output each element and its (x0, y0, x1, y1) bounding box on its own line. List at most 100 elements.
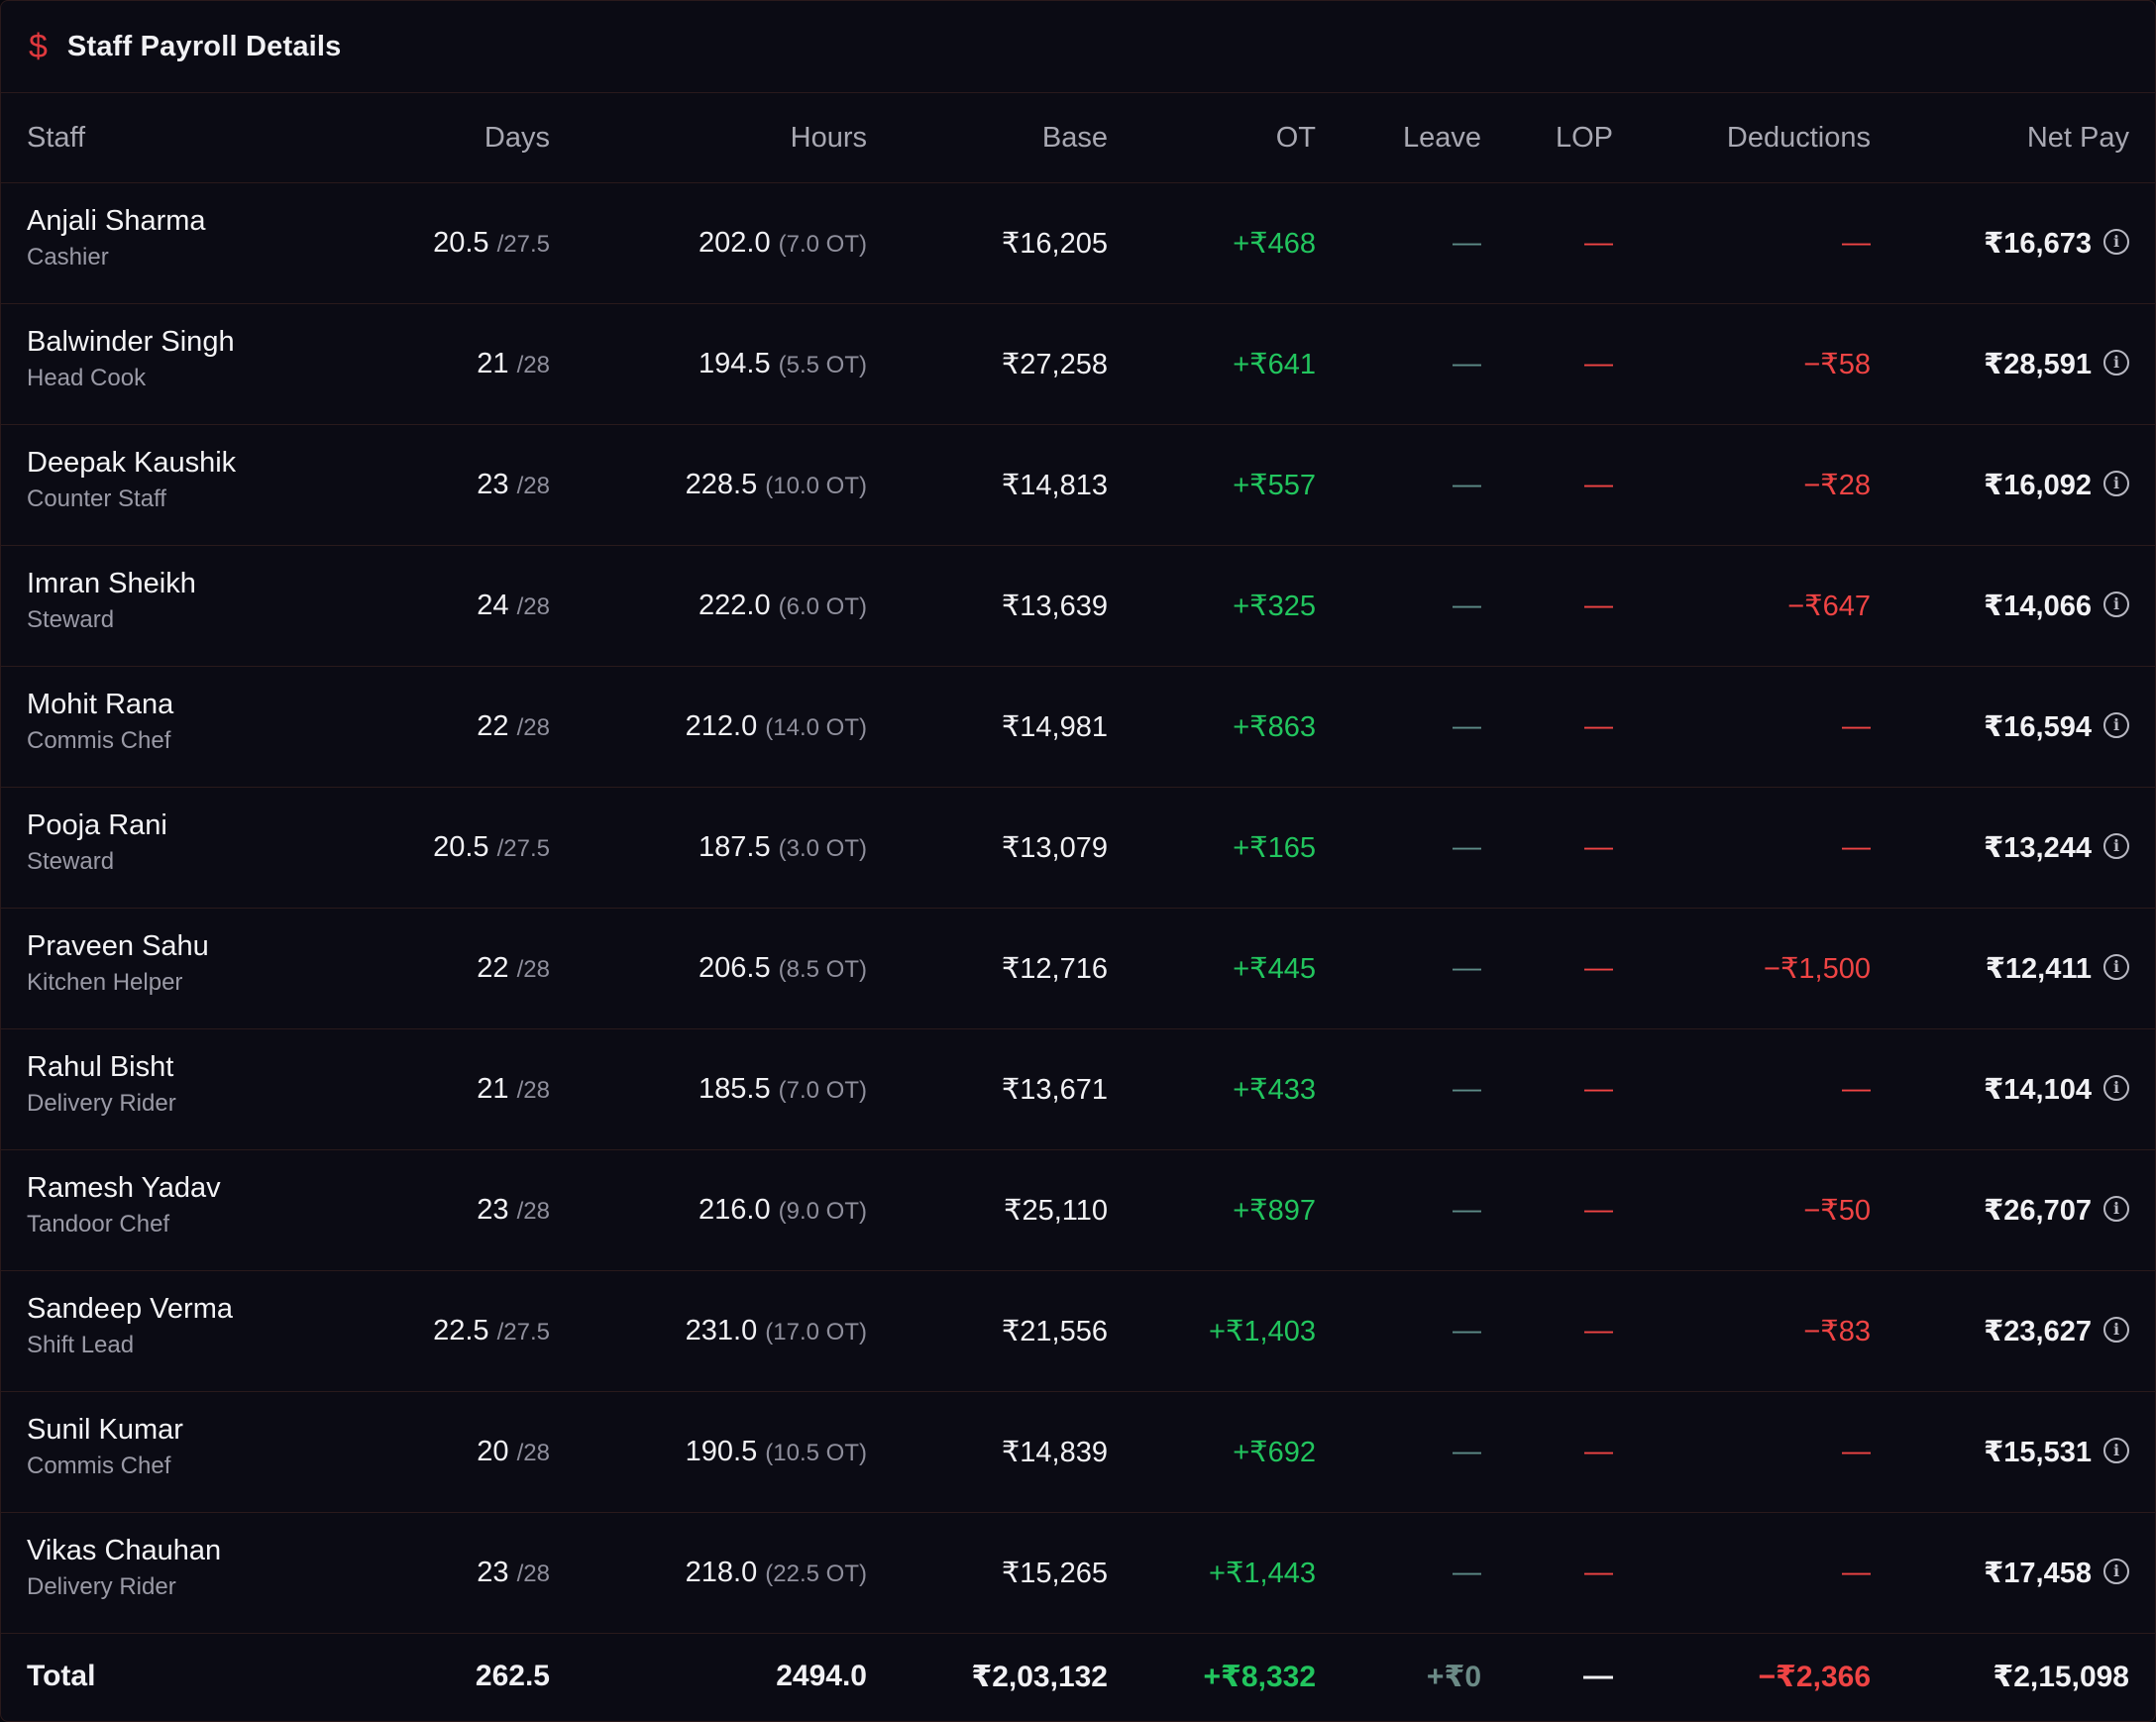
days-cell: 22.5 /27.5 (358, 1270, 550, 1392)
staff-role: Delivery Rider (27, 1090, 176, 1117)
hours-cell: 202.0 (7.0 OT) (550, 182, 867, 304)
days-cell: 23 /28 (358, 424, 550, 546)
days-worked: 23 (477, 1194, 509, 1226)
table-row[interactable]: Rahul Bisht Delivery Rider 21 /28 185.5 … (1, 1028, 2155, 1150)
lop-value: — (1481, 908, 1613, 1029)
table-row[interactable]: Deepak Kaushik Counter Staff 23 /28 228.… (1, 424, 2155, 546)
table-row[interactable]: Balwinder Singh Head Cook 21 /28 194.5 (… (1, 303, 2155, 425)
info-icon[interactable]: i (2103, 1075, 2129, 1102)
col-header-ot[interactable]: OT (1108, 93, 1316, 183)
ot-pay: +₹433 (1108, 1028, 1316, 1150)
days-worked: 22 (477, 952, 509, 984)
info-icon[interactable]: i (2103, 954, 2129, 981)
hours-ot: (9.0 OT) (778, 1198, 867, 1225)
base-pay: ₹13,079 (867, 787, 1108, 909)
hours-ot: (7.0 OT) (778, 1077, 867, 1104)
hours-cell: 222.0 (6.0 OT) (550, 545, 867, 667)
total-net-pay: ₹2,15,098 (1993, 1660, 2129, 1693)
info-icon[interactable]: i (2103, 1317, 2129, 1344)
net-pay-cell: ₹23,627 i (1871, 1270, 2155, 1392)
days-cell: 20 /28 (358, 1391, 550, 1513)
days-total: /28 (516, 1077, 550, 1104)
base-pay: ₹14,839 (867, 1391, 1108, 1513)
info-icon[interactable]: i (2103, 1559, 2129, 1585)
staff-name: Imran Sheikh (27, 568, 196, 599)
col-header-lop[interactable]: LOP (1481, 93, 1613, 183)
net-pay: ₹12,411 (1985, 953, 2092, 985)
table-row[interactable]: Sandeep Verma Shift Lead 22.5 /27.5 231.… (1, 1270, 2155, 1392)
staff-role: Shift Lead (27, 1332, 135, 1358)
col-header-leave[interactable]: Leave (1316, 93, 1481, 183)
days-worked: 20.5 (433, 831, 489, 863)
info-icon[interactable]: i (2103, 833, 2129, 860)
table-row[interactable]: Anjali Sharma Cashier 20.5 /27.5 202.0 (… (1, 182, 2155, 304)
col-header-base[interactable]: Base (867, 93, 1108, 183)
days-worked: 20.5 (433, 227, 489, 259)
hours-cell: 194.5 (5.5 OT) (550, 303, 867, 425)
info-icon[interactable]: i (2103, 1196, 2129, 1223)
net-pay-cell: ₹14,104 i (1871, 1028, 2155, 1150)
net-pay: ₹16,092 (1984, 470, 2092, 501)
table-row[interactable]: Praveen Sahu Kitchen Helper 22 /28 206.5… (1, 908, 2155, 1029)
days-worked: 23 (477, 1557, 509, 1588)
lop-value: — (1481, 182, 1613, 304)
base-pay: ₹13,639 (867, 545, 1108, 667)
table-row[interactable]: Ramesh Yadav Tandoor Chef 23 /28 216.0 (… (1, 1149, 2155, 1271)
ot-pay: +₹1,443 (1108, 1512, 1316, 1634)
staff-name: Praveen Sahu (27, 930, 209, 962)
table-row[interactable]: Mohit Rana Commis Chef 22 /28 212.0 (14.… (1, 666, 2155, 788)
hours-ot: (3.0 OT) (778, 835, 867, 862)
hours-worked: 216.0 (699, 1194, 771, 1226)
col-header-hours[interactable]: Hours (550, 93, 867, 183)
staff-name: Vikas Chauhan (27, 1535, 222, 1566)
table-row[interactable]: Imran Sheikh Steward 24 /28 222.0 (6.0 O… (1, 545, 2155, 667)
staff-name: Ramesh Yadav (27, 1172, 221, 1204)
net-pay-cell: ₹16,594 i (1871, 666, 2155, 788)
hours-ot: (8.5 OT) (778, 956, 867, 983)
info-icon[interactable]: i (2103, 592, 2129, 618)
staff-cell: Ramesh Yadav Tandoor Chef (1, 1149, 358, 1271)
col-header-staff[interactable]: Staff (1, 93, 358, 183)
days-total: /27.5 (496, 231, 550, 258)
staff-name: Rahul Bisht (27, 1051, 174, 1083)
table-row[interactable]: Pooja Rani Steward 20.5 /27.5 187.5 (3.0… (1, 787, 2155, 909)
hours-worked: 194.5 (699, 348, 771, 379)
deductions-value: −₹1,500 (1613, 908, 1871, 1029)
days-total: /28 (516, 1198, 550, 1225)
info-icon[interactable]: i (2103, 350, 2129, 377)
staff-name: Deepak Kaushik (27, 447, 237, 479)
deductions-value: — (1613, 1512, 1871, 1634)
info-icon[interactable]: i (2103, 712, 2129, 739)
days-cell: 23 /28 (358, 1149, 550, 1271)
leave-value: — (1316, 666, 1481, 788)
table-row[interactable]: Vikas Chauhan Delivery Rider 23 /28 218.… (1, 1512, 2155, 1634)
staff-cell: Rahul Bisht Delivery Rider (1, 1028, 358, 1150)
table-row[interactable]: Sunil Kumar Commis Chef 20 /28 190.5 (10… (1, 1391, 2155, 1513)
info-icon[interactable]: i (2103, 229, 2129, 256)
col-header-deductions[interactable]: Deductions (1613, 93, 1871, 183)
days-total: /28 (516, 1440, 550, 1466)
col-header-days[interactable]: Days (358, 93, 550, 183)
hours-cell: 231.0 (17.0 OT) (550, 1270, 867, 1392)
hours-ot: (10.0 OT) (765, 473, 867, 499)
lop-value: — (1481, 1149, 1613, 1271)
base-pay: ₹12,716 (867, 908, 1108, 1029)
total-ot: +₹8,332 (1203, 1660, 1316, 1693)
lop-value: — (1481, 787, 1613, 909)
ot-pay: +₹863 (1108, 666, 1316, 788)
info-icon[interactable]: i (2103, 1438, 2129, 1464)
days-worked: 21 (477, 348, 509, 379)
hours-ot: (6.0 OT) (778, 593, 867, 620)
deductions-value: −₹83 (1613, 1270, 1871, 1392)
net-pay: ₹16,673 (1984, 228, 2092, 260)
hours-worked: 222.0 (699, 590, 771, 621)
days-cell: 21 /28 (358, 303, 550, 425)
staff-cell: Balwinder Singh Head Cook (1, 303, 358, 425)
info-icon[interactable]: i (2103, 471, 2129, 497)
days-total: /27.5 (496, 1319, 550, 1345)
lop-value: — (1481, 1270, 1613, 1392)
hours-worked: 190.5 (685, 1436, 758, 1467)
col-header-net-pay[interactable]: Net Pay (1871, 93, 2155, 183)
deductions-value: — (1613, 1028, 1871, 1150)
